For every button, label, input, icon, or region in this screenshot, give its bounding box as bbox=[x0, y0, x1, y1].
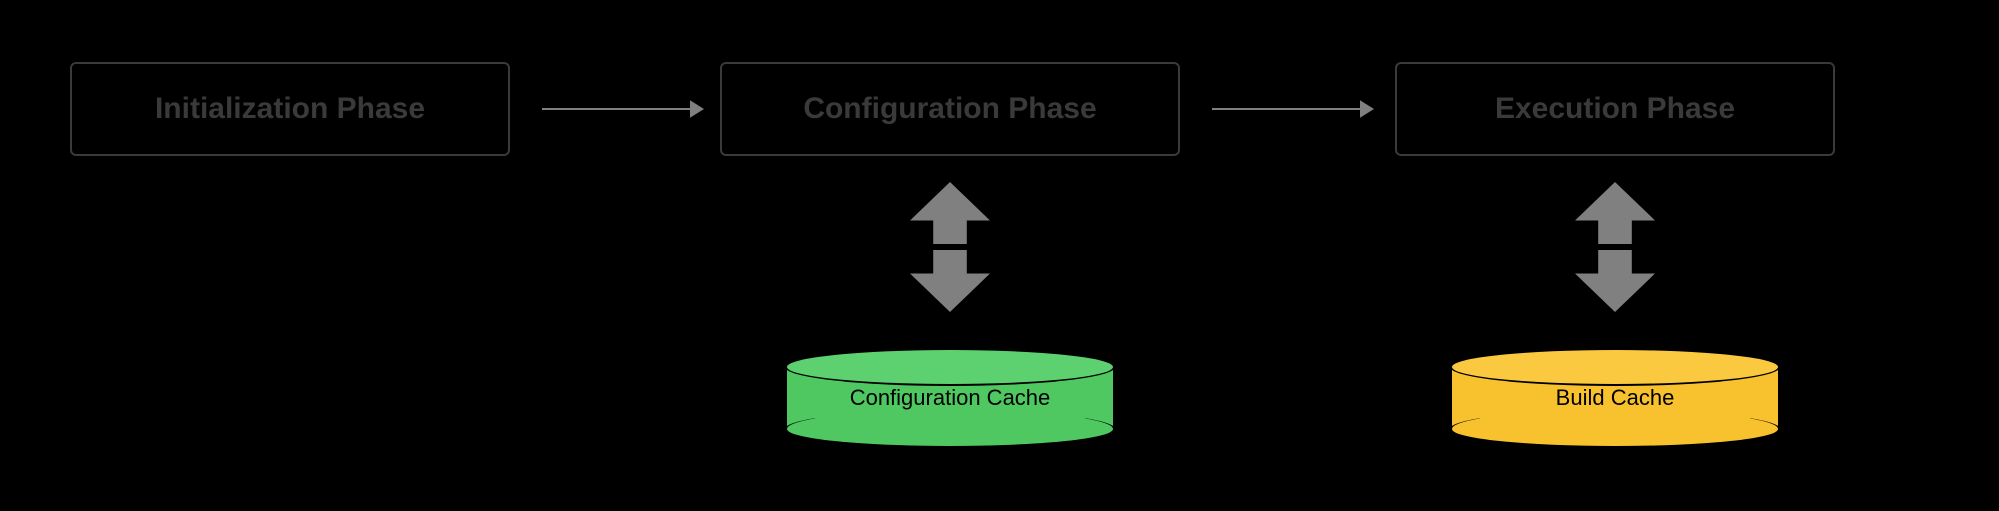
cylinder-top bbox=[1450, 348, 1780, 386]
phase-label-init: Initialization Phase bbox=[155, 92, 425, 126]
cylinder-build_cache: Build Cache bbox=[1450, 348, 1780, 448]
cylinder-bottom bbox=[1450, 410, 1780, 448]
cylinder-top bbox=[785, 348, 1115, 386]
cylinder-label-build_cache: Build Cache bbox=[1450, 385, 1780, 411]
phase-box-init: Initialization Phase bbox=[70, 62, 510, 156]
arrow-a2 bbox=[1210, 93, 1378, 125]
phase-box-exec: Execution Phase bbox=[1395, 62, 1835, 156]
bidir-arrow-b1 bbox=[910, 182, 990, 312]
diagram-canvas: Initialization Phase Configuration Phase E… bbox=[0, 0, 1999, 511]
arrow-a1 bbox=[540, 93, 708, 125]
phase-label-exec: Execution Phase bbox=[1495, 92, 1735, 126]
cylinder-bottom bbox=[785, 410, 1115, 448]
phase-label-conf: Configuration Phase bbox=[803, 92, 1096, 126]
bidir-arrow-b2 bbox=[1575, 182, 1655, 312]
cylinder-conf_cache: Configuration Cache bbox=[785, 348, 1115, 448]
phase-box-conf: Configuration Phase bbox=[720, 62, 1180, 156]
cylinder-label-conf_cache: Configuration Cache bbox=[785, 385, 1115, 411]
